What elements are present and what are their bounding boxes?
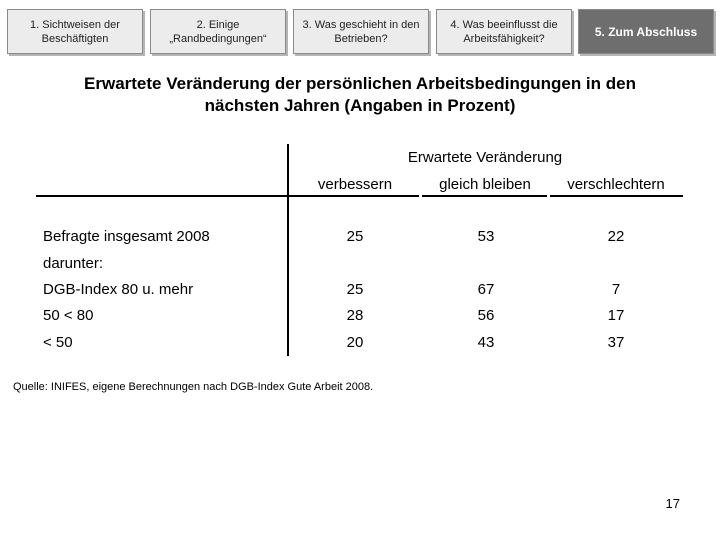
column-header-gleich-bleiben: gleich bleiben [439, 176, 531, 193]
page-number: 17 [665, 496, 680, 511]
title-line-1: Erwartete Veränderung der persönlichen A… [84, 74, 636, 93]
section-tabs: 1. Sichtweisen der Beschäftigten 2. Eini… [0, 9, 720, 56]
row-label: 50 < 80 [43, 307, 94, 324]
row-label: DGB-Index 80 u. mehr [43, 281, 194, 298]
cell-value: 37 [607, 334, 625, 351]
cell-value: 53 [477, 228, 495, 245]
cell-value: 43 [477, 334, 495, 351]
row-label: < 50 [43, 334, 73, 351]
table-rule-left [36, 195, 419, 197]
cell-value: 22 [607, 228, 625, 245]
page-title: Erwartete Veränderung der persönlichen A… [0, 73, 720, 117]
row-label: Befragte insgesamt 2008 [43, 228, 210, 245]
tab-zum-abschluss[interactable]: 5. Zum Abschluss [578, 9, 714, 54]
title-line-2: nächsten Jahren (Angaben in Prozent) [204, 96, 516, 115]
cell-value: 20 [346, 334, 364, 351]
tab-sichtweisen[interactable]: 1. Sichtweisen der Beschäftigten [7, 9, 143, 54]
cell-value: 7 [611, 281, 621, 298]
column-header-verbessern: verbessern [317, 176, 393, 193]
group-header: Erwartete Veränderung [407, 149, 563, 166]
table-rule-middle [422, 195, 547, 197]
row-label: darunter: [43, 255, 104, 272]
source-note: Quelle: INIFES, eigene Berechnungen nach… [13, 381, 374, 393]
cell-value: 17 [607, 307, 625, 324]
tab-betriebe[interactable]: 3. Was geschieht in den Betrieben? [293, 9, 429, 54]
cell-value: 56 [477, 307, 495, 324]
cell-value: 25 [346, 281, 364, 298]
column-header-verschlechtern: verschlechtern [567, 176, 665, 193]
cell-value: 28 [346, 307, 364, 324]
tab-randbedingungen[interactable]: 2. Einige „Randbedingungen“ [150, 9, 286, 54]
cell-value: 25 [346, 228, 364, 245]
table-vertical-rule [287, 144, 289, 356]
cell-value: 67 [477, 281, 495, 298]
tab-arbeitsfaehigkeit[interactable]: 4. Was beeinflusst die Arbeitsfähigkeit? [436, 9, 572, 54]
table-rule-right [550, 195, 683, 197]
